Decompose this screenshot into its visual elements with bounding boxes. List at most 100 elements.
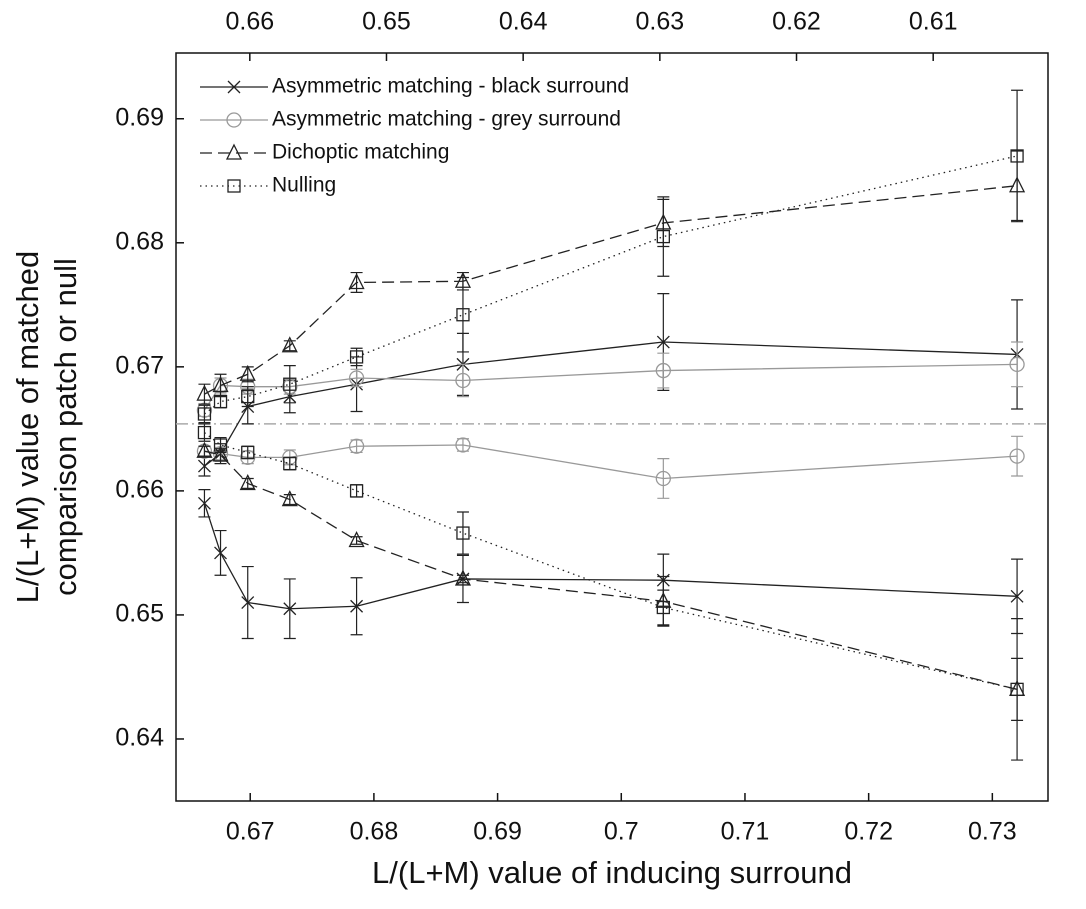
data-point xyxy=(656,335,670,349)
data-point xyxy=(455,437,471,453)
x-axis-label: L/(L+M) value of inducing surround xyxy=(372,855,852,890)
series-line xyxy=(204,185,1018,395)
error-bar xyxy=(456,276,469,353)
y-tick-label: 0.65 xyxy=(115,600,164,628)
error-bar xyxy=(657,196,670,277)
x2-tick-label: 0.65 xyxy=(362,8,411,36)
legend-marker xyxy=(227,179,241,193)
data-point xyxy=(348,273,365,290)
data-point xyxy=(197,425,212,440)
error-bar xyxy=(241,477,254,490)
legend-marker xyxy=(227,80,241,94)
data-point xyxy=(197,496,211,510)
y-tick-label: 0.67 xyxy=(115,351,164,379)
data-point xyxy=(1009,448,1025,464)
series-line xyxy=(204,432,1018,690)
data-point xyxy=(1010,149,1024,163)
data-point xyxy=(1009,356,1025,373)
data-point xyxy=(1010,682,1024,697)
x-tick-label: 0.67 xyxy=(226,818,275,846)
legend-label: Asymmetric matching - black surround xyxy=(272,75,629,98)
data-point xyxy=(349,350,364,364)
data-point xyxy=(656,229,670,244)
y-axis-label: L/(L+M) value of matched xyxy=(10,251,45,603)
error-bar xyxy=(657,589,670,626)
error-bar xyxy=(214,436,227,454)
error-bar xyxy=(198,445,211,457)
data-point xyxy=(241,596,255,609)
error-bar xyxy=(657,458,670,499)
error-bar xyxy=(1011,341,1024,388)
data-point xyxy=(197,407,212,421)
legend-marker xyxy=(225,143,243,160)
data-point xyxy=(655,470,671,487)
data-point xyxy=(241,445,255,460)
data-point xyxy=(454,569,472,586)
error-bar xyxy=(456,574,469,584)
plot-frame xyxy=(175,52,1049,802)
data-point xyxy=(241,389,255,404)
y-tick-label: 0.66 xyxy=(115,475,164,503)
y-tick-label: 0.68 xyxy=(115,227,164,255)
error-bar xyxy=(1011,435,1024,477)
legend-label: Nulling xyxy=(272,174,336,197)
legend-label: Asymmetric matching - grey surround xyxy=(272,108,621,131)
error-bar xyxy=(350,484,363,498)
series-line xyxy=(204,444,1018,480)
data-point xyxy=(1010,589,1024,603)
x2-tick-label: 0.63 xyxy=(636,8,685,36)
data-point xyxy=(212,375,229,393)
data-point xyxy=(196,441,213,458)
series-line xyxy=(204,155,1018,415)
data-point xyxy=(196,384,213,401)
error-bar xyxy=(1011,89,1024,223)
data-point xyxy=(349,484,364,498)
data-point xyxy=(239,364,256,381)
data-point xyxy=(655,362,671,379)
data-point xyxy=(455,372,471,389)
x2-tick-label: 0.62 xyxy=(772,8,821,36)
data-point xyxy=(348,531,365,548)
legend-marker xyxy=(226,112,242,128)
error-bar xyxy=(657,352,670,389)
x-tick-label: 0.72 xyxy=(844,818,893,846)
data-point xyxy=(456,308,470,322)
x2-tick-label: 0.61 xyxy=(909,8,958,36)
data-point xyxy=(281,336,298,353)
data-point xyxy=(348,370,365,386)
x2-tick-label: 0.66 xyxy=(225,8,274,36)
data-point xyxy=(283,456,297,471)
y-axis-label: comparison patch or null xyxy=(48,258,83,596)
data-point xyxy=(213,394,228,409)
x-tick-label: 0.71 xyxy=(721,818,770,846)
x-tick-label: 0.69 xyxy=(473,818,522,846)
x-tick-label: 0.68 xyxy=(350,818,399,846)
y-tick-label: 0.64 xyxy=(115,724,164,752)
series-line xyxy=(203,363,1018,411)
error-bar xyxy=(1011,618,1024,761)
data-point xyxy=(281,490,298,507)
data-point xyxy=(212,445,229,462)
data-point xyxy=(348,438,365,454)
error-bar xyxy=(214,394,227,409)
error-bar xyxy=(283,494,296,506)
data-point xyxy=(350,599,364,613)
error-bar xyxy=(283,364,296,404)
data-point xyxy=(456,526,470,540)
data-point xyxy=(213,438,228,452)
x2-tick-label: 0.64 xyxy=(499,8,548,36)
x-tick-label: 0.7 xyxy=(604,818,639,846)
data-point xyxy=(283,602,297,616)
legend-label: Dichoptic matching xyxy=(272,141,449,164)
error-bar xyxy=(456,511,469,555)
data-point xyxy=(214,546,227,560)
error-bar xyxy=(350,368,363,388)
series-line xyxy=(203,503,1018,610)
data-point xyxy=(283,377,297,391)
error-bar xyxy=(350,536,363,545)
y-tick-label: 0.69 xyxy=(115,103,164,131)
x-tick-label: 0.73 xyxy=(968,818,1017,846)
error-bar xyxy=(283,340,296,352)
